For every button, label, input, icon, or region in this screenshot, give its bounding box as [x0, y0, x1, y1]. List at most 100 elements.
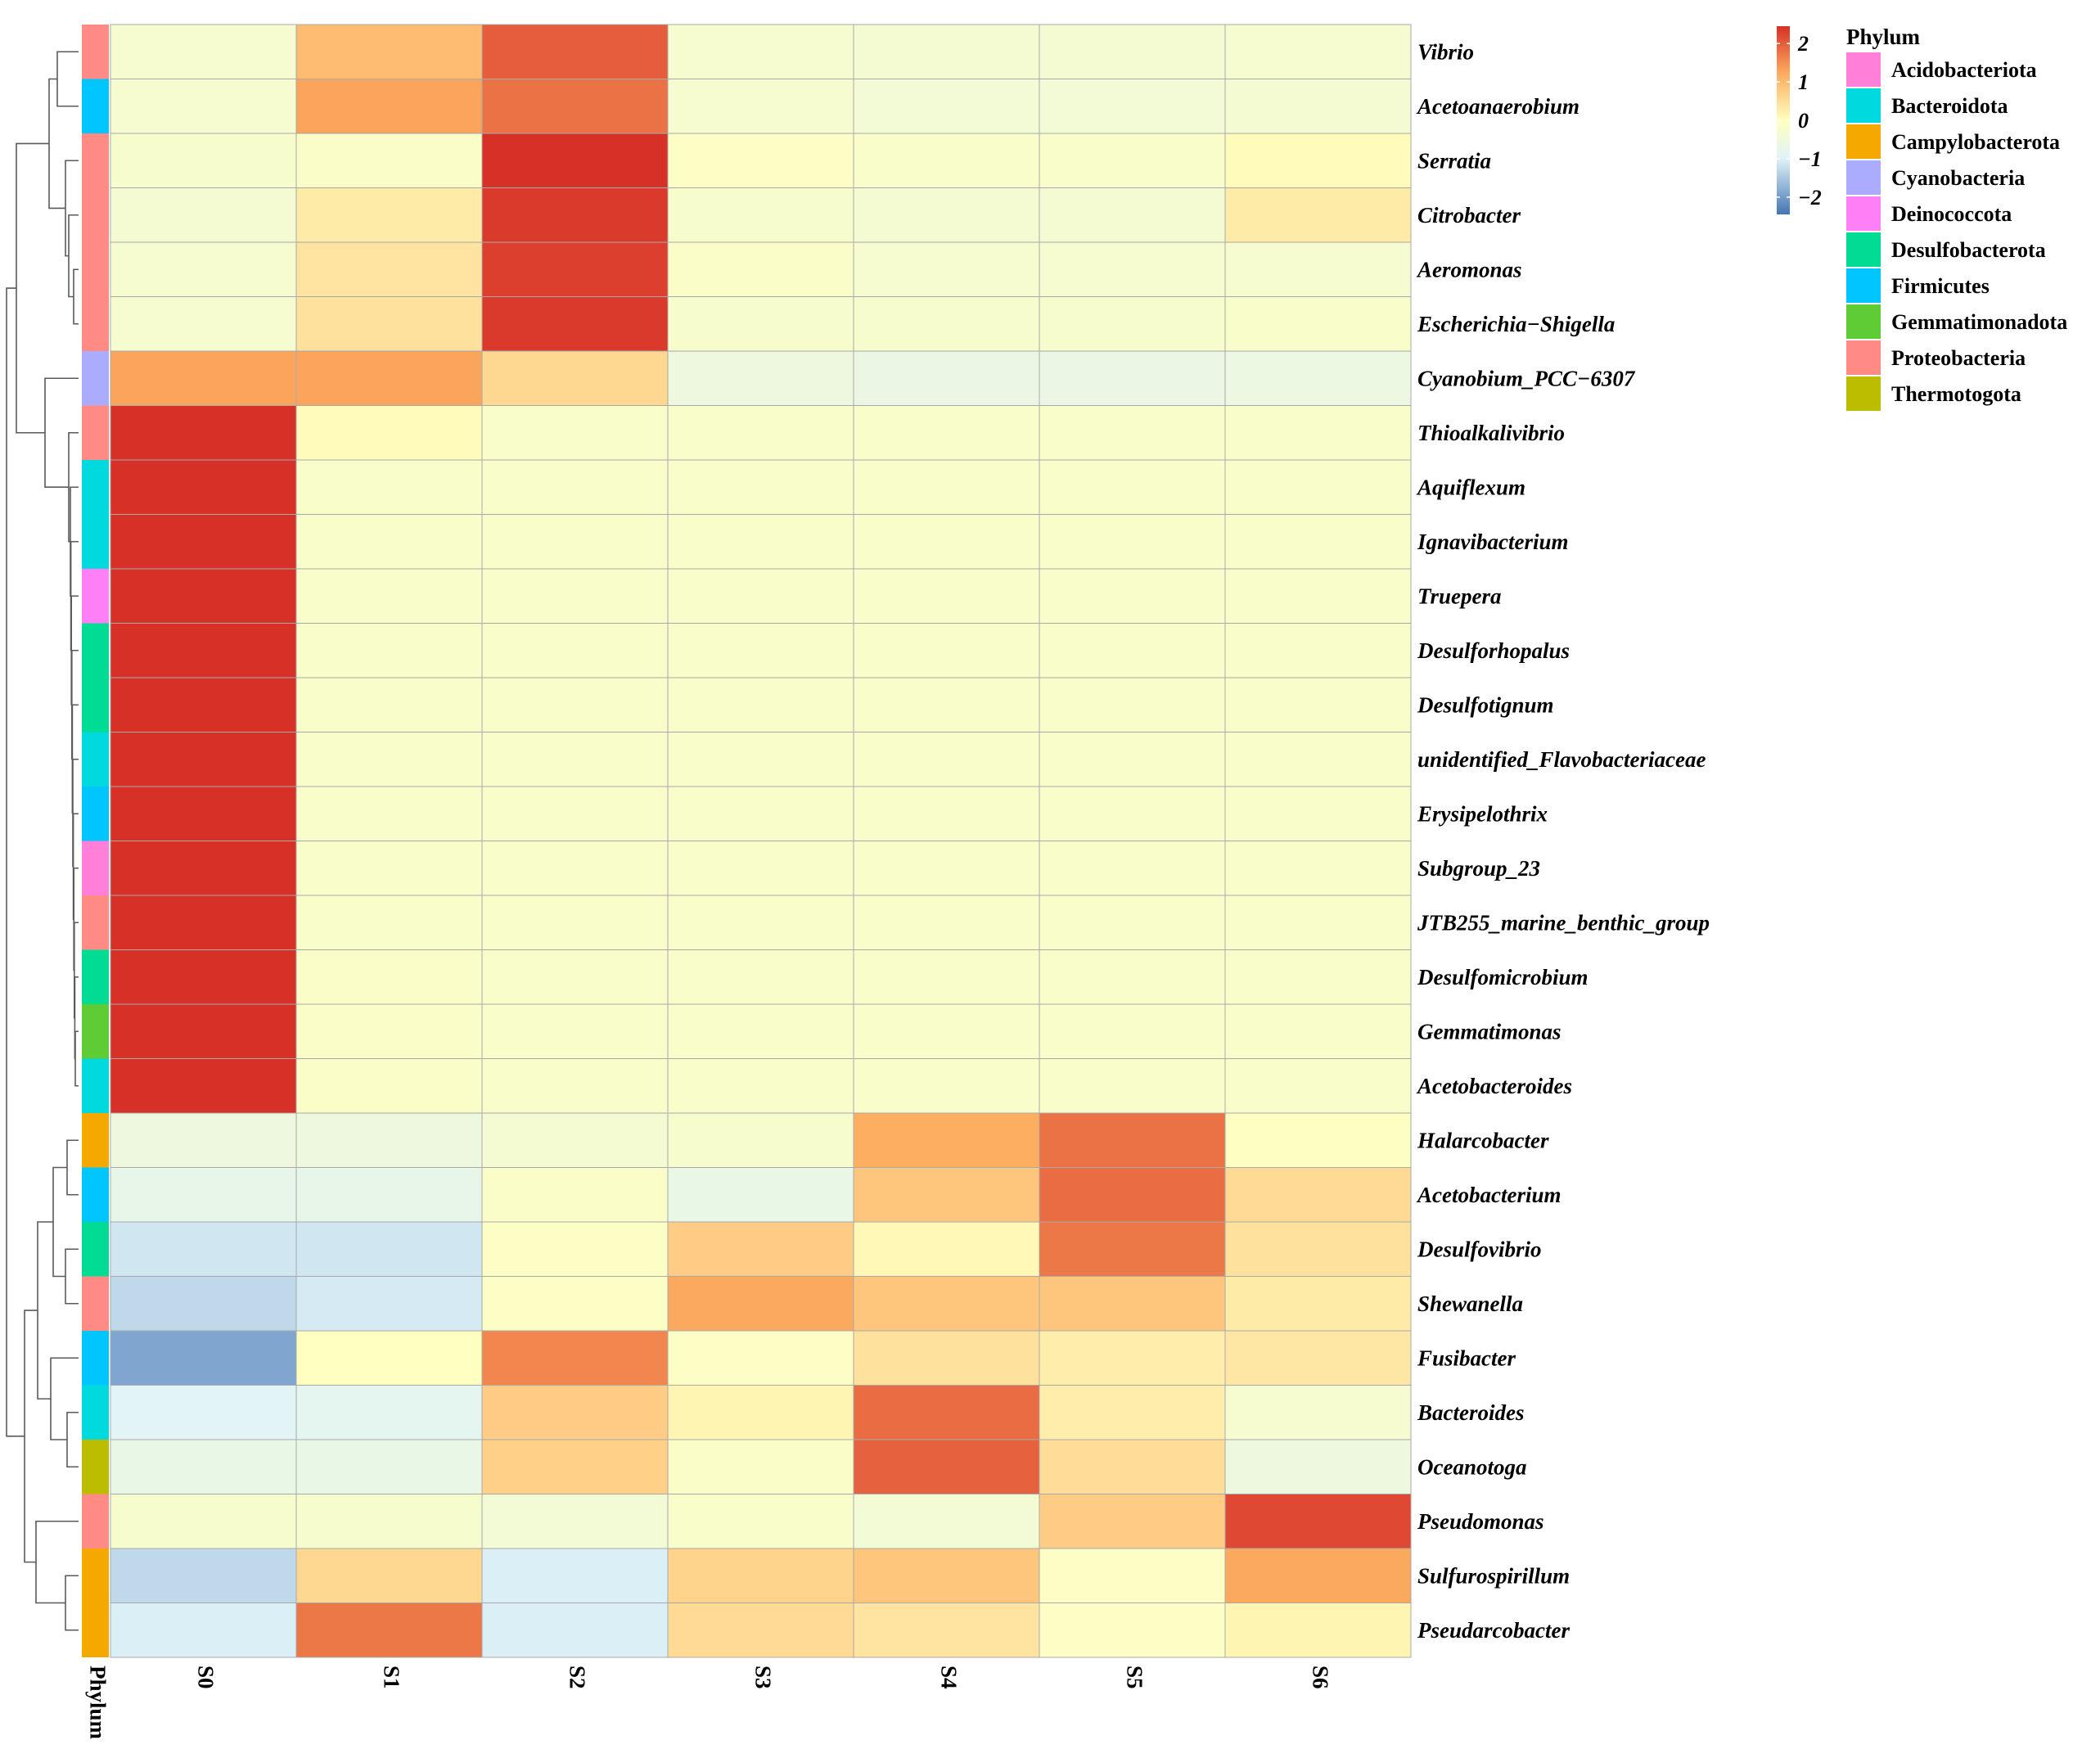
heatmap-cell	[1039, 786, 1226, 841]
row-label: Desulfomicrobium	[1417, 965, 1589, 989]
heatmap-cell	[481, 623, 669, 678]
row-label: Bacteroides	[1417, 1400, 1524, 1425]
dendrogram-branch	[74, 922, 79, 1019]
phylum-annotation-cell	[82, 1385, 109, 1440]
heatmap-cell	[1224, 1112, 1412, 1168]
heatmap-cell	[295, 1385, 483, 1440]
column-label: S4	[936, 1666, 961, 1689]
heatmap-cell	[481, 187, 669, 243]
heatmap-cell	[1224, 1003, 1412, 1059]
heatmap-cell	[667, 350, 854, 406]
heatmap-cell	[110, 1112, 297, 1168]
heatmap-cell	[295, 1330, 483, 1386]
dendrogram-branch	[74, 976, 79, 1060]
heatmap-cell	[1039, 405, 1226, 461]
heatmap-cell	[853, 350, 1040, 406]
phylum-annotation-cell	[82, 732, 109, 787]
row-label: Halarcobacter	[1417, 1128, 1549, 1152]
heatmap-cell	[295, 1602, 483, 1658]
heatmap-cell	[1224, 1221, 1412, 1277]
heatmap-cell	[295, 1112, 483, 1168]
heatmap-cell	[853, 514, 1040, 570]
phylum-annotation-cell	[82, 133, 109, 188]
heatmap-cell	[1224, 786, 1412, 841]
heatmap-cell	[110, 568, 297, 624]
legend-label: Campylobacterota	[1891, 130, 2060, 154]
phylum-annotation-cell	[82, 25, 109, 79]
dendrogram-branch	[50, 1357, 79, 1440]
heatmap-cell	[1224, 1167, 1412, 1223]
heatmap-cell	[295, 1494, 483, 1549]
heatmap-cell	[1224, 895, 1412, 950]
row-label: Citrobacter	[1417, 203, 1521, 228]
phylum-annotation-cell	[82, 351, 109, 406]
heatmap-cell	[667, 1494, 854, 1549]
heatmap-cell	[667, 1276, 854, 1332]
heatmap-cell	[1224, 1439, 1412, 1494]
phylum-annotation-cell	[82, 405, 109, 460]
heatmap-cell	[853, 949, 1040, 1005]
heatmap-cell	[481, 1439, 669, 1494]
heatmap-cell	[853, 1548, 1040, 1603]
heatmap-cell	[481, 1058, 669, 1114]
heatmap-cell	[1039, 241, 1226, 297]
phylum-annotation-cell	[82, 187, 109, 242]
heatmap-cell	[667, 1602, 854, 1658]
phylum-annotation-cell	[82, 1167, 109, 1222]
heatmap-cell	[667, 841, 854, 896]
heatmap-cell	[481, 568, 669, 624]
heatmap-cell	[481, 677, 669, 733]
heatmap-cell	[667, 1058, 854, 1114]
row-label: Acetobacterium	[1416, 1183, 1561, 1207]
heatmap-cell	[1224, 1385, 1412, 1440]
heatmap-cell	[1039, 949, 1226, 1005]
heatmap-cell	[853, 1494, 1040, 1549]
phylum-annotation-cell	[82, 787, 109, 841]
heatmap-cell	[1224, 623, 1412, 678]
row-label: Desulfovibrio	[1417, 1237, 1542, 1261]
phylum-annotation-cell	[82, 79, 109, 133]
heatmap-cell	[667, 405, 854, 461]
heatmap-cell	[110, 1548, 297, 1603]
heatmap-cell	[481, 514, 669, 570]
heatmap-cell	[295, 949, 483, 1005]
heatmap-cell	[853, 405, 1040, 461]
heatmap-cell	[1039, 623, 1226, 678]
dendrogram-branch	[73, 268, 79, 325]
phylum-annotation-cell	[82, 1276, 109, 1331]
row-label: Escherichia−Shigella	[1417, 312, 1615, 336]
heatmap-cell	[1039, 1548, 1226, 1603]
column-labels: S0 S1 S2 S3 S4 S5 S6 Phylum	[85, 1666, 1332, 1740]
heatmap-cell	[1224, 949, 1412, 1005]
heatmap-cell	[667, 732, 854, 787]
phylum-annotation-cell	[82, 1222, 109, 1277]
column-label: S1	[379, 1666, 403, 1689]
heatmap-cell	[667, 187, 854, 243]
heatmap-cell	[110, 732, 297, 787]
legend-title: Phylum	[1846, 25, 1921, 49]
legend-label: Proteobacteria	[1891, 346, 2026, 370]
heatmap-cell	[110, 296, 297, 352]
heatmap-cell	[481, 405, 669, 461]
heatmap-cell	[1224, 241, 1412, 297]
heatmap-cell	[1224, 1330, 1412, 1386]
heatmap-cell	[295, 459, 483, 515]
row-label: Vibrio	[1417, 39, 1474, 64]
phylum-annotation-cell	[82, 242, 109, 297]
heatmap-cell	[295, 1439, 483, 1494]
colorbar-tick-label: −1	[1798, 147, 1822, 171]
phylum-annotation-cell	[82, 678, 109, 733]
heatmap-cell	[1224, 79, 1412, 134]
row-label: Acetobacteroides	[1416, 1074, 1572, 1098]
row-label: Cyanobium_PCC−6307	[1417, 366, 1636, 390]
heatmap-cell	[1224, 732, 1412, 787]
row-label: Desulfotignum	[1417, 692, 1554, 717]
heatmap-cell	[853, 623, 1040, 678]
heatmap-cell	[481, 1276, 669, 1332]
heatmap-cell	[853, 79, 1040, 134]
heatmap-cell	[295, 350, 483, 406]
colorbar-tick-label: 0	[1798, 109, 1809, 133]
heatmap-cell	[481, 24, 669, 79]
heatmap-cell	[1224, 350, 1412, 406]
heatmap-cell	[667, 623, 854, 678]
